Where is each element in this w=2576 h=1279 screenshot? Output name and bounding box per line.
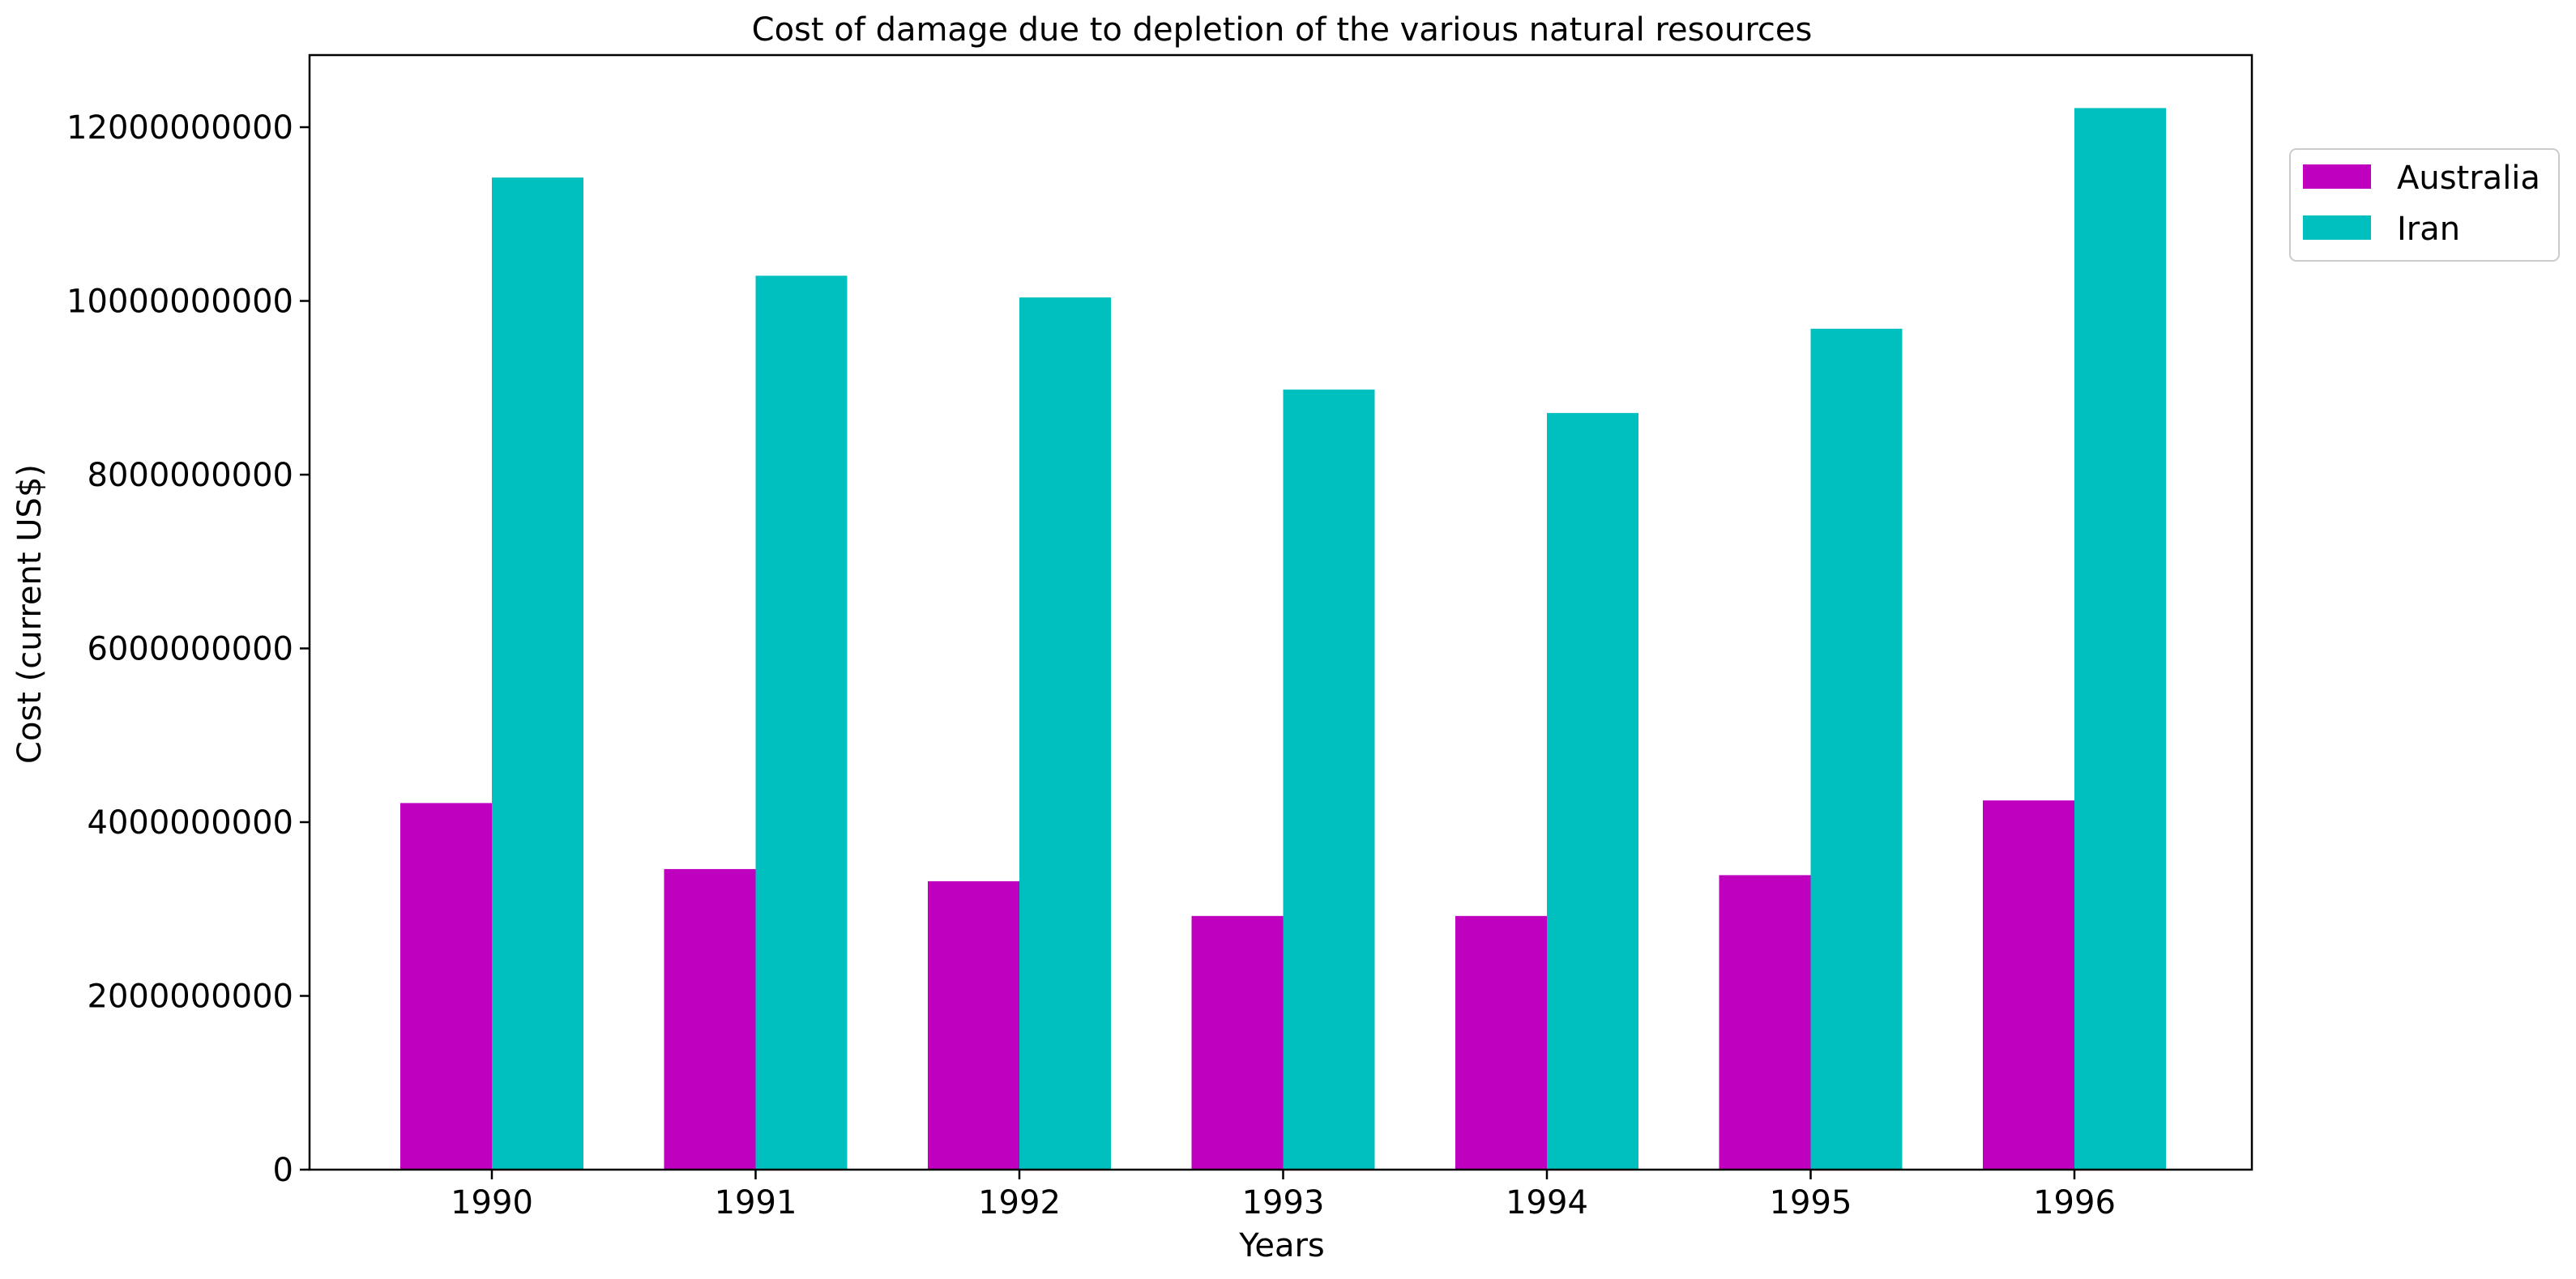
bar-iran-1996 (2074, 108, 2166, 1170)
bar-iran-1995 (1810, 328, 1903, 1170)
bar-iran-1994 (1547, 412, 1638, 1170)
x-tick-label: 1990 (451, 1184, 533, 1221)
y-axis: 0 2000000000 4000000000 6000000000 800000000… (66, 109, 310, 1189)
x-tick-label: 1995 (1770, 1184, 1852, 1221)
legend-label-iran: Iran (2397, 211, 2460, 248)
bar-australia-1991 (664, 868, 756, 1170)
y-tick-label: 12000000000 (66, 109, 293, 147)
y-tick-label: 8000000000 (88, 457, 294, 494)
y-tick-label: 0 (273, 1152, 293, 1189)
bar-australia-1994 (1455, 915, 1547, 1170)
bar-iran-1993 (1283, 389, 1375, 1170)
plot-area-frame (308, 53, 2253, 1171)
x-tick-label: 1994 (1506, 1184, 1588, 1221)
legend-swatch-iran (2303, 215, 2371, 240)
bar-australia-1992 (928, 880, 1019, 1170)
bar-iran-1992 (1019, 297, 1111, 1170)
x-axis: 1990 1991 1992 1993 1994 1995 1996 (451, 1170, 2116, 1221)
legend: Australia Iran (2289, 148, 2560, 262)
bar-australia-1993 (1191, 915, 1284, 1170)
y-tick-label: 2000000000 (88, 978, 294, 1016)
legend-swatch-australia (2303, 164, 2371, 189)
x-tick-label: 1996 (2033, 1184, 2116, 1221)
chart-title: Cost of damage due to depletion of the v… (752, 11, 1813, 49)
y-tick-label: 10000000000 (66, 284, 293, 321)
y-tick-label: 4000000000 (88, 804, 294, 842)
x-tick-label: 1992 (978, 1184, 1061, 1221)
x-tick-label: 1991 (715, 1184, 797, 1221)
bars-layer (400, 108, 2166, 1170)
legend-label-australia: Australia (2397, 160, 2540, 197)
x-axis-label: Years (1238, 1227, 1325, 1264)
bar-australia-1996 (1983, 800, 2074, 1170)
bar-iran-1991 (755, 275, 848, 1170)
bar-australia-1990 (400, 803, 492, 1170)
y-axis-label: Cost (current US$) (11, 464, 49, 764)
bar-iran-1990 (492, 177, 583, 1170)
y-tick-label: 6000000000 (88, 631, 294, 668)
x-tick-label: 1993 (1242, 1184, 1325, 1221)
bar-australia-1995 (1719, 875, 1811, 1170)
